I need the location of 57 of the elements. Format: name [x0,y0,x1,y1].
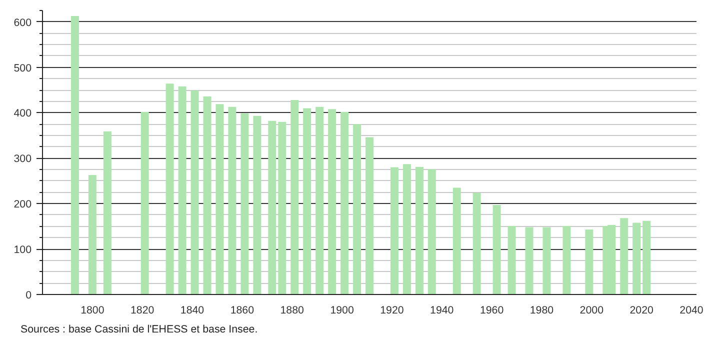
bar [303,108,312,294]
y-tick-label: 200 [14,198,32,211]
bar [390,167,398,294]
bar [632,222,641,294]
y-tick-label: 600 [14,16,32,29]
bar [340,112,349,294]
x-tick-label: 1900 [330,304,354,316]
bar [140,112,149,294]
bar [190,90,199,294]
bar [402,164,411,294]
bar [88,174,96,294]
bar [203,96,212,294]
bar [525,227,534,294]
bar [268,120,276,294]
x-tick-label: 1840 [180,304,204,316]
y-tick-label: 500 [14,62,32,74]
x-tick-label: 2020 [630,304,654,316]
bar [472,192,481,294]
bar [428,169,436,294]
bar [290,100,299,294]
x-tick-label: 1880 [280,304,304,316]
bar [253,116,262,294]
bar [240,113,249,294]
y-tick-label: 400 [14,108,32,120]
bar [642,220,651,294]
x-tick-label: 1800 [80,304,104,316]
bar [70,16,79,294]
bar [620,218,628,294]
bar [178,86,186,294]
bar [585,230,594,294]
x-tick-label: 1920 [380,304,404,316]
bar [492,204,501,294]
bar [166,84,174,294]
y-tick-label: 300 [14,153,32,166]
x-tick-label: 1940 [430,304,454,316]
bar [415,166,424,294]
bar [452,188,461,294]
x-tick-label: 1980 [530,304,554,316]
x-tick-label: 2040 [680,304,704,316]
bar [508,226,516,294]
bar [562,226,571,294]
bar [542,227,551,294]
x-tick-label: 2000 [580,304,604,316]
x-tick-label: 1820 [130,304,154,316]
x-tick-label: 1860 [230,304,254,316]
y-tick-label: 0 [26,290,32,302]
bar [328,109,336,294]
bar [216,104,224,294]
y-tick-label: 100 [14,244,32,256]
bar [366,137,374,294]
x-tick-label: 1960 [480,304,504,316]
source-note: Sources : base Cassini de l'EHESS et base Insee. [20,324,258,336]
bar [353,124,362,294]
bar [316,106,324,294]
bar [103,131,112,294]
bar [228,106,236,294]
bar [278,122,286,294]
